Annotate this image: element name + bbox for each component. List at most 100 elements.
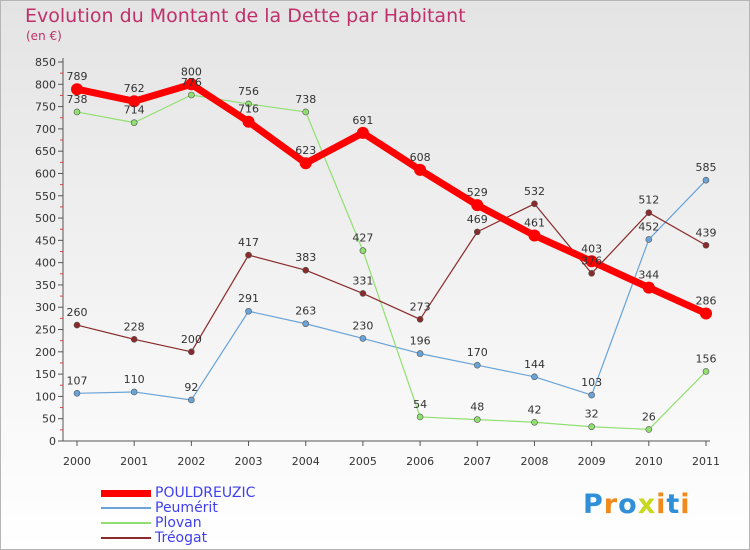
legend-swatch bbox=[101, 537, 151, 539]
data-point bbox=[416, 413, 424, 421]
data-point bbox=[702, 241, 710, 249]
data-label: 291 bbox=[238, 292, 259, 305]
y-tick-label: 450 bbox=[35, 234, 56, 247]
data-label: 776 bbox=[181, 76, 202, 89]
data-label: 273 bbox=[410, 300, 431, 313]
data-label: 260 bbox=[67, 306, 88, 319]
data-point bbox=[73, 108, 81, 116]
data-point bbox=[588, 391, 595, 399]
data-label: 417 bbox=[238, 236, 259, 249]
data-label: 529 bbox=[467, 186, 488, 199]
x-tick-label: 2006 bbox=[406, 455, 434, 468]
data-point bbox=[73, 389, 81, 397]
data-label: 196 bbox=[410, 335, 431, 348]
y-tick-label: 400 bbox=[35, 257, 56, 270]
data-point bbox=[645, 426, 653, 433]
y-tick-label: 0 bbox=[49, 435, 56, 448]
y-tick-label: 850 bbox=[35, 56, 56, 69]
data-point bbox=[416, 350, 424, 357]
data-label: 789 bbox=[67, 70, 88, 83]
data-label: 756 bbox=[238, 85, 259, 98]
data-point bbox=[414, 163, 427, 176]
data-label: 92 bbox=[184, 381, 198, 394]
data-label: 452 bbox=[638, 220, 659, 233]
data-point bbox=[130, 388, 138, 396]
data-point bbox=[645, 236, 653, 243]
y-tick-label: 200 bbox=[35, 346, 56, 359]
legend-label: Peumérit bbox=[155, 500, 218, 516]
y-tick-label: 500 bbox=[35, 212, 56, 225]
data-label: 331 bbox=[352, 274, 373, 287]
data-point bbox=[185, 78, 198, 91]
data-point bbox=[356, 126, 369, 139]
data-label: 469 bbox=[467, 213, 488, 226]
data-point bbox=[73, 321, 81, 329]
legend-item: Peumérit bbox=[101, 500, 301, 516]
legend-item: Tréogat bbox=[101, 530, 301, 546]
x-tick-label: 2003 bbox=[235, 455, 263, 468]
data-label: 263 bbox=[295, 305, 316, 318]
data-point bbox=[302, 266, 310, 274]
y-tick-label: 300 bbox=[35, 301, 56, 314]
data-point bbox=[245, 251, 252, 259]
data-point bbox=[702, 368, 710, 375]
data-label: 512 bbox=[638, 194, 659, 207]
data-label: 144 bbox=[524, 358, 545, 371]
data-label: 762 bbox=[124, 82, 145, 95]
data-point bbox=[188, 91, 195, 99]
logo-letter: i bbox=[680, 489, 691, 520]
data-label: 110 bbox=[124, 373, 145, 386]
data-label: 26 bbox=[642, 410, 656, 423]
y-tick-label: 750 bbox=[35, 101, 56, 114]
data-label: 427 bbox=[352, 232, 373, 245]
data-label: 608 bbox=[410, 151, 431, 164]
data-point bbox=[585, 255, 598, 268]
data-label: 738 bbox=[67, 93, 88, 106]
x-tick-label: 2009 bbox=[578, 455, 606, 468]
data-point bbox=[645, 209, 653, 217]
data-label: 532 bbox=[524, 185, 545, 198]
y-tick-label: 50 bbox=[42, 413, 56, 426]
series-line bbox=[73, 80, 710, 317]
data-point bbox=[130, 336, 138, 343]
chart-subtitle: (en €) bbox=[26, 29, 62, 43]
data-label: 585 bbox=[696, 161, 717, 174]
legend-swatch bbox=[101, 489, 151, 497]
legend-swatch bbox=[101, 507, 151, 509]
series-line bbox=[76, 203, 707, 353]
data-point bbox=[245, 100, 252, 108]
x-tick-label: 2004 bbox=[292, 455, 320, 468]
data-label: 403 bbox=[581, 242, 602, 255]
data-label: 738 bbox=[295, 93, 316, 106]
y-tick-label: 700 bbox=[35, 123, 56, 136]
data-point bbox=[359, 290, 367, 297]
data-point bbox=[302, 320, 310, 328]
legend-label: Plovan bbox=[155, 515, 202, 531]
data-point bbox=[128, 95, 141, 108]
data-point bbox=[473, 416, 481, 423]
y-tick-label: 100 bbox=[35, 390, 56, 403]
series-line bbox=[76, 94, 707, 431]
data-point bbox=[531, 200, 538, 208]
data-point bbox=[528, 229, 541, 242]
legend: POULDREUZIC Peumérit Plovan Tréogat bbox=[101, 485, 301, 546]
data-point bbox=[242, 115, 255, 128]
data-label: 623 bbox=[295, 144, 316, 157]
chart-title: Evolution du Montant de la Dette par Hab… bbox=[25, 5, 466, 27]
y-tick-label: 250 bbox=[35, 324, 56, 337]
x-tick-label: 2002 bbox=[177, 455, 205, 468]
data-label: 170 bbox=[467, 346, 488, 359]
x-tick-label: 2000 bbox=[63, 455, 91, 468]
data-point bbox=[531, 373, 538, 381]
y-tick-label: 350 bbox=[35, 279, 56, 292]
data-point bbox=[702, 176, 710, 184]
data-label: 439 bbox=[696, 226, 717, 239]
proxiti-logo: Proxiti bbox=[583, 489, 691, 520]
data-point bbox=[71, 83, 83, 96]
y-tick-label: 550 bbox=[35, 190, 56, 203]
data-point bbox=[302, 108, 310, 116]
data-label: 42 bbox=[527, 403, 541, 416]
logo-letter: o bbox=[618, 489, 638, 520]
x-tick-label: 2007 bbox=[463, 455, 491, 468]
